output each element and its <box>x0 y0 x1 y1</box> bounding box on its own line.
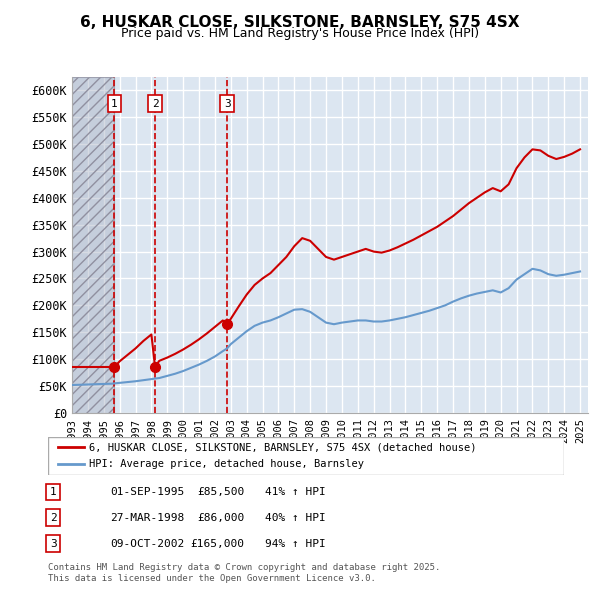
Text: 3: 3 <box>224 99 230 109</box>
Text: 1: 1 <box>111 99 118 109</box>
Text: 09-OCT-2002: 09-OCT-2002 <box>110 539 184 549</box>
Text: 1: 1 <box>50 487 56 497</box>
Text: 3: 3 <box>50 539 56 549</box>
Text: 94% ↑ HPI: 94% ↑ HPI <box>265 539 325 549</box>
Text: 6, HUSKAR CLOSE, SILKSTONE, BARNSLEY, S75 4SX (detached house): 6, HUSKAR CLOSE, SILKSTONE, BARNSLEY, S7… <box>89 442 477 453</box>
Text: 41% ↑ HPI: 41% ↑ HPI <box>265 487 325 497</box>
Text: £165,000: £165,000 <box>190 539 244 549</box>
Text: 40% ↑ HPI: 40% ↑ HPI <box>265 513 325 523</box>
Text: 2: 2 <box>50 513 56 523</box>
Text: 2: 2 <box>152 99 158 109</box>
Text: 27-MAR-1998: 27-MAR-1998 <box>110 513 184 523</box>
FancyBboxPatch shape <box>48 437 564 475</box>
Text: 01-SEP-1995: 01-SEP-1995 <box>110 487 184 497</box>
Bar <box>72 77 115 413</box>
Text: Price paid vs. HM Land Registry's House Price Index (HPI): Price paid vs. HM Land Registry's House … <box>121 27 479 40</box>
Text: £85,500: £85,500 <box>197 487 244 497</box>
Text: £86,000: £86,000 <box>197 513 244 523</box>
Bar <box>72 77 115 413</box>
Text: 6, HUSKAR CLOSE, SILKSTONE, BARNSLEY, S75 4SX: 6, HUSKAR CLOSE, SILKSTONE, BARNSLEY, S7… <box>80 15 520 30</box>
Text: Contains HM Land Registry data © Crown copyright and database right 2025.
This d: Contains HM Land Registry data © Crown c… <box>48 563 440 583</box>
Text: HPI: Average price, detached house, Barnsley: HPI: Average price, detached house, Barn… <box>89 459 364 469</box>
